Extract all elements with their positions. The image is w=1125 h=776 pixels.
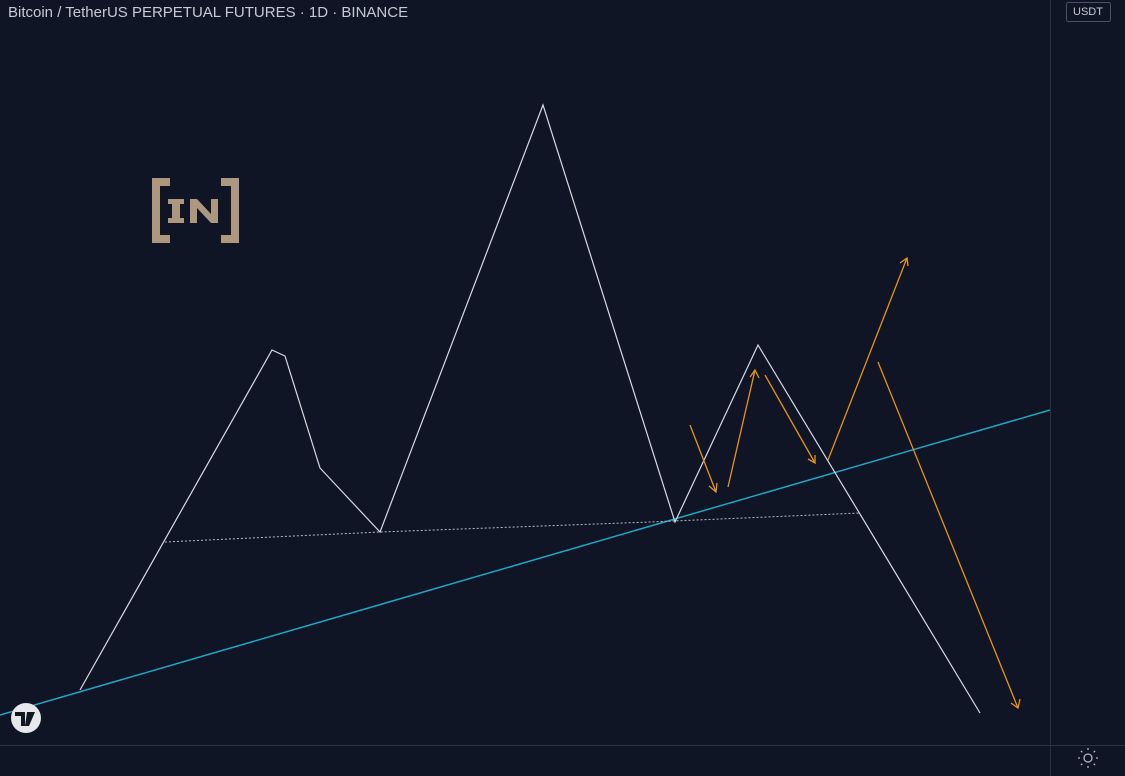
settings-icon[interactable] [1078, 748, 1098, 768]
currency-box[interactable] [1066, 2, 1111, 22]
pattern-line [79, 103, 981, 714]
watermark-logo [152, 178, 239, 243]
projection-arrows [689, 256, 1021, 710]
tv-logo [11, 703, 41, 733]
currency-label[interactable]: USDT [1073, 6, 1103, 18]
trend-line [0, 409, 1051, 716]
chart-title: Bitcoin / TetherUS PERPETUAL FUTURES · 1… [8, 4, 408, 21]
price-axis [1051, 0, 1125, 776]
time-axis [0, 746, 1051, 776]
